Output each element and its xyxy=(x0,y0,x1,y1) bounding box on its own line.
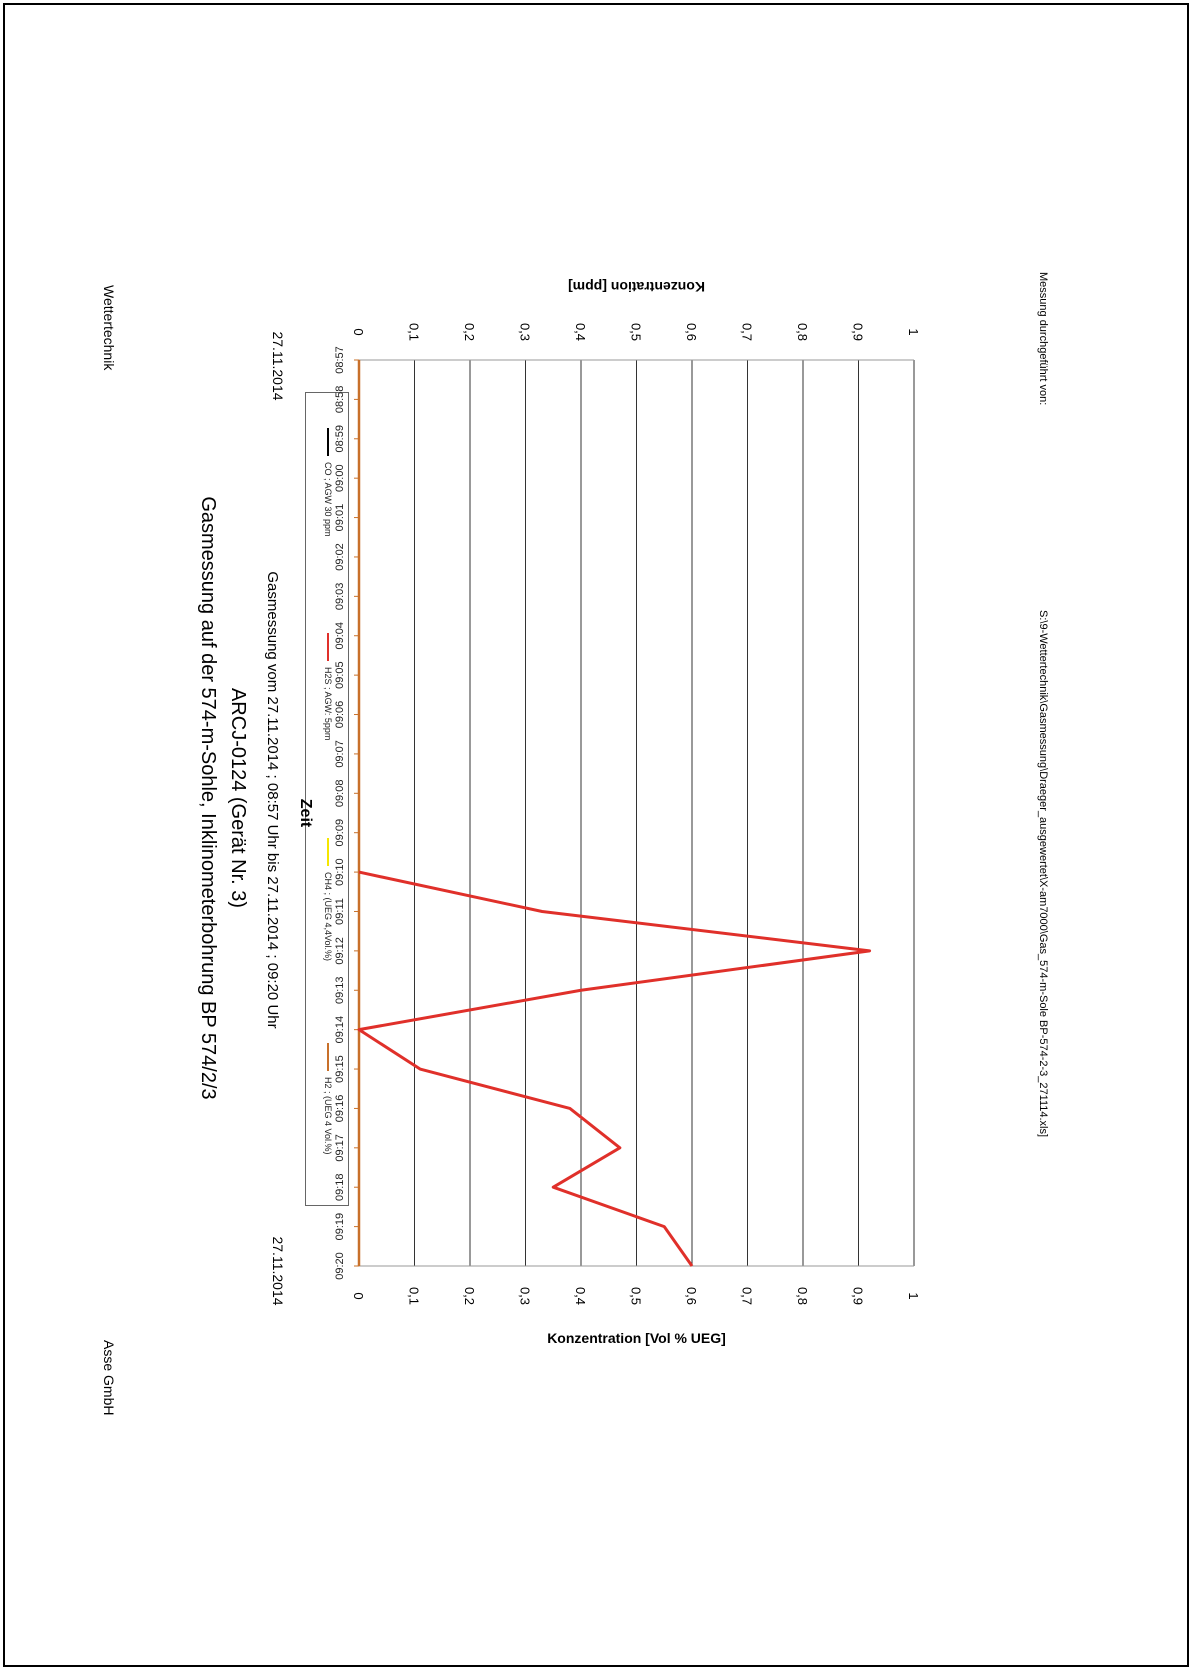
x-tick-label: 08:57 xyxy=(334,346,346,374)
x-tick-label: 08:59 xyxy=(334,425,346,453)
y-tick-label-right: 0,3 xyxy=(518,1287,533,1305)
x-tick-label: 09:06 xyxy=(334,701,346,729)
x-tick-label: 09:04 xyxy=(334,622,346,650)
x-tick-label: 09:18 xyxy=(334,1173,346,1201)
y-tick-label-right: 0,4 xyxy=(573,1287,588,1305)
x-tick-label: 09:10 xyxy=(334,858,346,886)
x-tick-label: 09:16 xyxy=(334,1095,346,1123)
y-tick-label-right: 0 xyxy=(351,1292,366,1299)
x-tick-label: 09:14 xyxy=(334,1016,346,1044)
x-tick-label: 09:17 xyxy=(334,1134,346,1162)
x-tick-label: 09:11 xyxy=(334,898,346,925)
y-tick-label-left: 0,3 xyxy=(518,323,533,341)
y-axis-label-right: Konzentration [Vol % UEG] xyxy=(547,1330,726,1346)
y-tick-label-right: 1 xyxy=(906,1292,921,1299)
x-tick-label: 09:09 xyxy=(334,819,346,847)
y-tick-label-right: 0,7 xyxy=(740,1287,755,1305)
y-tick-label-left: 0,4 xyxy=(573,323,588,341)
y-tick-label-left: 0,6 xyxy=(684,323,699,341)
y-tick-label-right: 0,5 xyxy=(629,1287,644,1305)
y-tick-label-left: 0,1 xyxy=(407,323,422,341)
x-tick-label: 09:00 xyxy=(334,464,346,492)
series-line-h2s xyxy=(357,870,872,1267)
x-axis-label: Zeit xyxy=(297,799,314,828)
y-tick-label-right: 0,2 xyxy=(462,1287,477,1305)
y-tick-label-left: 1 xyxy=(906,328,921,335)
x-tick-label: 09:19 xyxy=(334,1213,346,1241)
x-tick-label: 09:13 xyxy=(334,976,346,1004)
y-tick-label-left: 0,9 xyxy=(851,323,866,341)
x-tick-label: 09:05 xyxy=(334,661,346,689)
date-right: 27.11.2014 xyxy=(270,1236,286,1305)
x-tick-label: 09:01 xyxy=(334,504,346,532)
x-tick-label: 09:15 xyxy=(334,1055,346,1083)
x-tick-label: 09:20 xyxy=(334,1252,346,1280)
x-tick-label: 09:12 xyxy=(334,937,346,965)
x-tick-label: 09:08 xyxy=(334,780,346,808)
y-tick-label-right: 0,6 xyxy=(684,1287,699,1305)
y-tick-label-left: 0,7 xyxy=(740,323,755,341)
x-tick-label: 09:02 xyxy=(334,543,346,571)
y-tick-label-left: 0,5 xyxy=(629,323,644,341)
x-tick-label: 09:03 xyxy=(334,583,346,611)
y-tick-label-left: 0 xyxy=(351,328,366,335)
y-axis-label-left: Konzentration [ppm] xyxy=(568,279,705,295)
y-tick-label-right: 0,8 xyxy=(795,1287,810,1305)
footer-path: S:\9-Wettertechnik\Gasmessung\Draeger_au… xyxy=(1037,610,1049,1138)
page-border xyxy=(3,3,1189,1667)
y-tick-label-left: 0,8 xyxy=(795,323,810,341)
y-tick-label-right: 0,9 xyxy=(851,1287,866,1305)
footer-signature: Messung durchgeführt von: xyxy=(1037,272,1049,406)
date-left: 27.11.2014 xyxy=(270,331,286,400)
x-tick-label: 08:58 xyxy=(334,386,346,414)
x-tick-label: 09:07 xyxy=(334,740,346,768)
y-tick-label-left: 0,2 xyxy=(462,323,477,341)
y-tick-label-right: 0,1 xyxy=(407,1287,422,1305)
